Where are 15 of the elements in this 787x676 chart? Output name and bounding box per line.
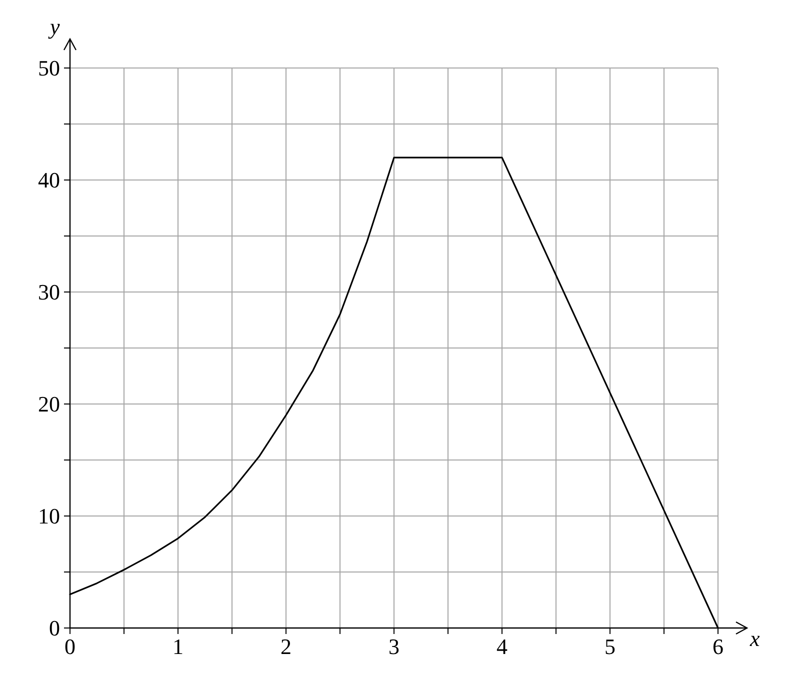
y-tick-label: 40 <box>38 168 60 193</box>
x-tick-label: 1 <box>172 634 184 659</box>
y-tick-label: 30 <box>38 280 60 305</box>
x-tick-label: 4 <box>496 634 508 659</box>
x-tick-label: 6 <box>712 634 724 659</box>
y-axis-title: y <box>48 14 60 39</box>
y-tick-label: 10 <box>38 504 60 529</box>
x-tick-label: 2 <box>280 634 292 659</box>
x-tick-label: 5 <box>604 634 616 659</box>
x-axis-title: x <box>749 626 760 651</box>
y-tick-label: 0 <box>49 616 60 641</box>
y-tick-label: 50 <box>38 56 60 81</box>
x-tick-label: 3 <box>388 634 400 659</box>
x-tick-label: 0 <box>64 634 76 659</box>
y-tick-label: 20 <box>38 392 60 417</box>
